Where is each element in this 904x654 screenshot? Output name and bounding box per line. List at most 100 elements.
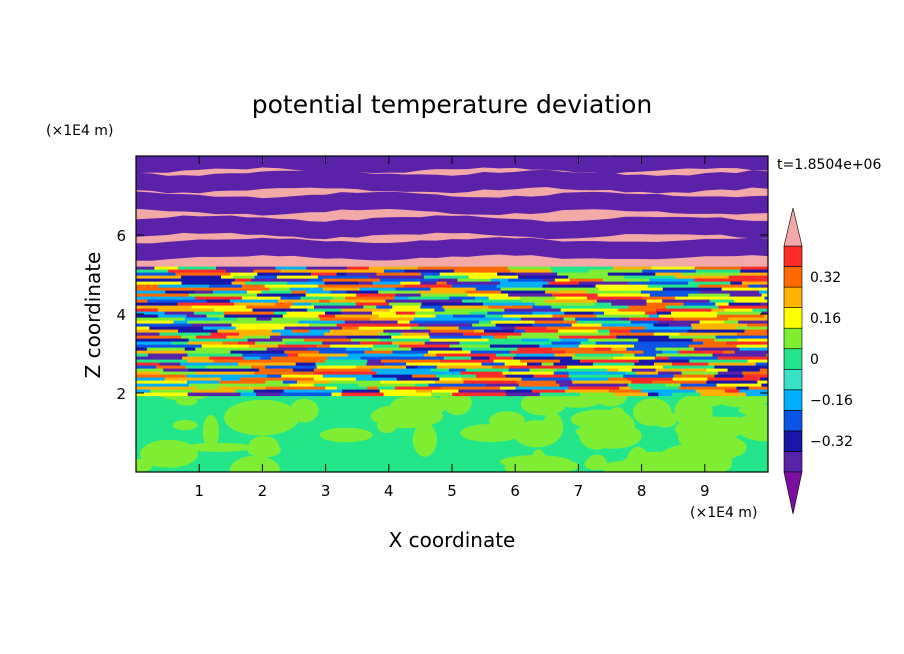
field-cell	[724, 389, 740, 394]
field-cell	[724, 308, 753, 313]
field-blob	[223, 399, 300, 436]
field-cell	[718, 305, 747, 310]
field-cell	[336, 386, 368, 391]
field-cell	[187, 320, 221, 325]
field-cell	[619, 365, 664, 370]
field-cell	[532, 389, 566, 394]
field-cell	[465, 317, 521, 322]
field-cell	[740, 269, 768, 274]
field-cell	[297, 353, 348, 358]
field-cell	[270, 359, 326, 364]
field-cell	[533, 374, 569, 379]
field-cell	[630, 386, 680, 391]
field-cell	[539, 392, 581, 397]
field-cell	[159, 332, 211, 337]
field-cell	[571, 323, 602, 328]
field-cell	[234, 278, 252, 283]
field-cell	[309, 323, 337, 328]
field-cell	[372, 311, 396, 316]
field-cell	[534, 320, 566, 325]
y-axis: 2 4 6	[116, 227, 768, 403]
field-cell	[565, 320, 578, 325]
field-cell	[492, 308, 505, 313]
field-cell	[595, 341, 645, 346]
field-cell	[346, 272, 377, 277]
field-cell	[193, 362, 239, 367]
field-cell	[586, 290, 641, 295]
field-cell	[708, 362, 756, 367]
field-cell	[655, 308, 712, 313]
field-cell	[291, 290, 307, 295]
field-cell	[313, 371, 332, 376]
field-cell	[555, 380, 573, 385]
field-cell	[502, 371, 554, 376]
field-blob	[542, 412, 564, 442]
field-cell	[175, 272, 231, 277]
field-cell	[136, 326, 150, 331]
field-cell	[675, 296, 735, 301]
field-cell	[136, 383, 190, 388]
field-cell	[136, 359, 188, 364]
field-cell	[415, 383, 429, 388]
field-cell	[594, 302, 612, 307]
field-cell	[368, 266, 418, 271]
field-cell	[136, 314, 159, 319]
field-cell	[716, 383, 762, 388]
x-tick-label: 6	[510, 482, 520, 500]
field-cell	[181, 275, 222, 280]
field-cell	[424, 341, 460, 346]
field-cell	[734, 296, 765, 301]
field-cell	[619, 386, 631, 391]
field-cell	[157, 308, 215, 313]
field-cell	[406, 365, 418, 370]
field-cell	[588, 338, 639, 343]
field-cell	[235, 326, 285, 331]
field-cell	[452, 392, 506, 397]
field-cell	[736, 344, 751, 349]
field-cell	[578, 281, 629, 286]
field-cell	[436, 281, 447, 286]
field-cell	[495, 323, 533, 328]
field-cell	[700, 392, 723, 397]
field-cell	[346, 335, 380, 340]
field-cell	[136, 356, 183, 361]
field-cell	[723, 350, 735, 355]
field-cell	[613, 356, 655, 361]
field-cell	[282, 380, 297, 385]
field-cell	[392, 341, 425, 346]
field-cell	[741, 266, 768, 271]
field-cell	[553, 362, 594, 367]
field-cell	[736, 386, 749, 391]
field-cell	[534, 302, 595, 307]
x-tick-label: 2	[258, 482, 268, 500]
field-cell	[271, 356, 313, 361]
field-cell	[264, 284, 319, 289]
field-cell	[308, 278, 323, 283]
field-cell	[646, 299, 663, 304]
field-cell	[655, 272, 682, 277]
field-cell	[251, 278, 309, 283]
field-cell	[136, 341, 172, 346]
field-blob	[176, 397, 198, 406]
field-cell	[452, 284, 497, 289]
field-cell	[316, 266, 348, 271]
field-cell	[181, 281, 232, 286]
field-blob	[520, 391, 567, 416]
field-cell	[244, 335, 271, 340]
field-cell	[136, 305, 192, 310]
field-cell	[430, 329, 475, 334]
field-cell	[417, 266, 450, 271]
field-cell	[717, 356, 768, 361]
field-cell	[635, 371, 659, 376]
field-cell	[136, 296, 195, 301]
field-cell	[242, 296, 281, 301]
field-cell	[507, 335, 560, 340]
field-cell	[277, 299, 320, 304]
field-cell	[213, 290, 247, 295]
field-cell	[517, 347, 553, 352]
field-cell	[248, 344, 279, 349]
field-cell	[215, 374, 267, 379]
field-cell	[757, 380, 768, 385]
field-cell	[472, 323, 496, 328]
field-cell	[136, 365, 157, 370]
